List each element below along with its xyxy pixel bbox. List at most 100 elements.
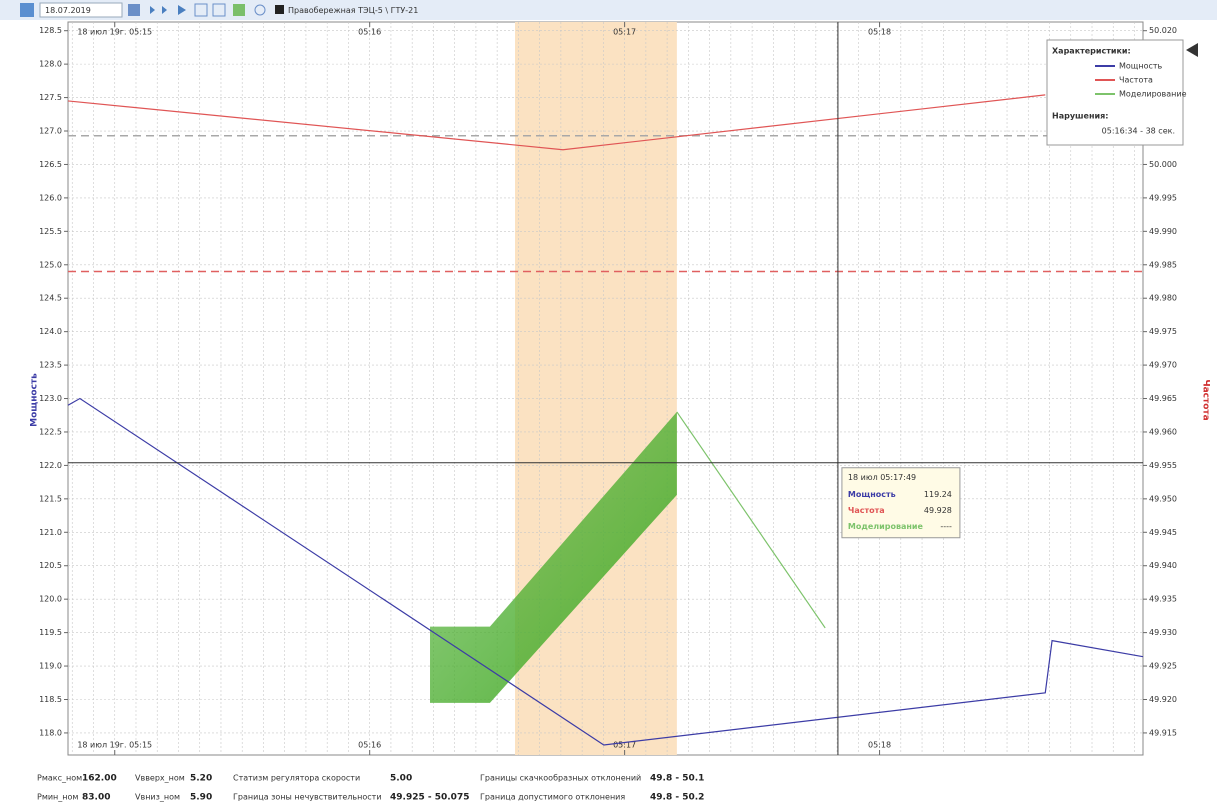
tooltip-name: Частота xyxy=(848,506,885,515)
legend-label: Частота xyxy=(1119,76,1153,85)
y2-tick-label: 49.925 xyxy=(1149,662,1177,671)
tooltip-value: 49.928 xyxy=(924,506,952,515)
y2-tick-label: 49.985 xyxy=(1149,260,1177,269)
legend-violation: 05:16:34 - 38 сек. xyxy=(1102,127,1175,136)
y2-tick-label: 49.935 xyxy=(1149,595,1177,604)
y2-tick-label: 49.980 xyxy=(1149,294,1177,303)
y-tick-label: 120.5 xyxy=(39,561,62,570)
param-label: Pмакс_ном xyxy=(37,774,82,783)
object-name: Правобережная ТЭЦ-5 \ ГТУ-21 xyxy=(288,6,418,15)
legend-label: Моделирование xyxy=(1119,90,1187,99)
param-value: 49.8 - 50.1 xyxy=(650,774,704,784)
y2-tick-label: 49.950 xyxy=(1149,494,1177,503)
y-tick-label: 121.0 xyxy=(39,528,62,537)
calendar-button[interactable] xyxy=(128,4,140,16)
param-label: Vвверх_ном xyxy=(135,774,185,783)
y-tick-label: 128.0 xyxy=(39,60,62,69)
model-band xyxy=(430,411,677,703)
y-tick-label: 126.5 xyxy=(39,160,62,169)
x-tick-label: 05:16 xyxy=(358,741,381,750)
excel-button[interactable] xyxy=(233,4,245,16)
legend-violations-title: Нарушения: xyxy=(1052,112,1108,121)
y-tick-label: 124.5 xyxy=(39,294,62,303)
nav-buttons[interactable] xyxy=(150,5,186,15)
legend-label: Мощность xyxy=(1119,62,1163,71)
y2-tick-label: 49.940 xyxy=(1149,561,1177,570)
y-tick-label: 122.0 xyxy=(39,461,62,470)
tooltip-name: Мощность xyxy=(848,490,896,499)
toolbar xyxy=(0,0,1217,20)
y-tick-label: 126.0 xyxy=(39,193,62,202)
param-label: Границы скачкообразных отклонений xyxy=(480,774,641,783)
param-label: Граница зоны нечувствительности xyxy=(233,793,382,802)
y-tick-label: 124.0 xyxy=(39,327,62,336)
zoom-button[interactable] xyxy=(194,3,208,17)
y2-tick-label: 49.990 xyxy=(1149,227,1177,236)
tooltip-value: ---- xyxy=(940,522,952,531)
param-value: 49.8 - 50.2 xyxy=(650,793,704,803)
y2-tick-label: 50.000 xyxy=(1149,160,1177,169)
tooltip-name: Моделирование xyxy=(848,522,924,531)
y2-tick-label: 49.955 xyxy=(1149,461,1177,470)
y-tick-label: 125.0 xyxy=(39,260,62,269)
x-tick-label: 05:17 xyxy=(613,741,636,750)
param-value: 5.90 xyxy=(190,793,212,803)
y2-tick-label: 49.965 xyxy=(1149,394,1177,403)
y2-tick-label: 50.020 xyxy=(1149,26,1177,35)
x-tick-label: 05:17 xyxy=(613,28,636,37)
y-tick-label: 121.5 xyxy=(39,494,62,503)
param-label: Vвниз_ном xyxy=(135,793,180,802)
tooltip xyxy=(841,467,961,539)
object-icon xyxy=(275,5,284,14)
select-button[interactable] xyxy=(212,3,226,17)
param-value: 83.00 xyxy=(82,793,110,803)
series-line xyxy=(676,411,826,629)
y2-tick-label: 49.975 xyxy=(1149,327,1177,336)
param-label: Статизм регулятора скорости xyxy=(233,774,360,783)
y2-tick-label: 49.945 xyxy=(1149,528,1177,537)
param-value: 49.925 - 50.075 xyxy=(390,793,469,803)
y2-tick-label: 49.920 xyxy=(1149,695,1177,704)
x-tick-label: 18 июл 19г. 05:15 xyxy=(77,28,152,37)
y-tick-label: 125.5 xyxy=(39,227,62,236)
param-label: Граница допустимого отклонения xyxy=(480,793,625,802)
y2-tick-label: 49.960 xyxy=(1149,427,1177,436)
tooltip-value: 119.24 xyxy=(924,490,952,499)
y-tick-label: 127.0 xyxy=(39,127,62,136)
collapse-icon[interactable] xyxy=(1186,43,1198,57)
menu-button[interactable] xyxy=(20,3,34,17)
y2-axis-title: Частота xyxy=(1201,379,1211,420)
y-tick-label: 119.5 xyxy=(39,628,62,637)
y-tick-label: 128.5 xyxy=(39,26,62,35)
date-text: 18.07.2019 xyxy=(45,6,91,15)
y-tick-label: 122.5 xyxy=(39,427,62,436)
y2-tick-label: 49.995 xyxy=(1149,193,1177,202)
legend xyxy=(1046,39,1184,146)
y-tick-label: 118.5 xyxy=(39,695,62,704)
y-tick-label: 127.5 xyxy=(39,93,62,102)
y-tick-label: 123.5 xyxy=(39,361,62,370)
tooltip-title: 18 июл 05:17:49 xyxy=(848,473,916,482)
x-tick-label: 05:18 xyxy=(868,741,891,750)
param-value: 5.00 xyxy=(390,774,412,784)
param-value: 162.00 xyxy=(82,774,117,784)
param-value: 5.20 xyxy=(190,774,212,784)
y2-tick-label: 49.970 xyxy=(1149,361,1177,370)
y2-tick-label: 49.915 xyxy=(1149,728,1177,737)
param-label: Pмин_ном xyxy=(37,793,78,802)
y2-tick-label: 49.930 xyxy=(1149,628,1177,637)
refresh-button[interactable] xyxy=(254,4,266,16)
date-field[interactable] xyxy=(39,2,123,18)
y-tick-label: 123.0 xyxy=(39,394,62,403)
series-line xyxy=(67,397,1144,746)
x-tick-label: 05:16 xyxy=(358,28,381,37)
y-tick-label: 119.0 xyxy=(39,662,62,671)
legend-title: Характеристики: xyxy=(1052,47,1131,56)
x-tick-label: 05:18 xyxy=(868,28,891,37)
y-axis-title: Мощность xyxy=(30,373,40,427)
y-tick-label: 120.0 xyxy=(39,595,62,604)
series-line xyxy=(67,94,1046,151)
y-tick-label: 118.0 xyxy=(39,728,62,737)
